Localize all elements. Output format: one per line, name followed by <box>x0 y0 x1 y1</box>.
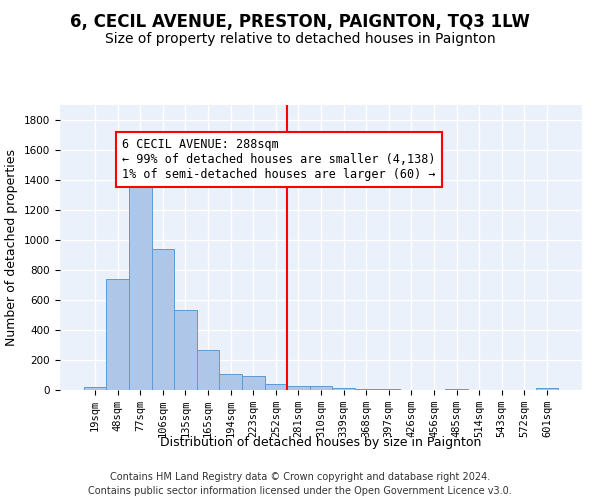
Text: 6 CECIL AVENUE: 288sqm
← 99% of detached houses are smaller (4,138)
1% of semi-d: 6 CECIL AVENUE: 288sqm ← 99% of detached… <box>122 138 436 181</box>
Bar <box>332 388 355 390</box>
Text: Size of property relative to detached houses in Paignton: Size of property relative to detached ho… <box>104 32 496 46</box>
Bar <box>242 376 265 390</box>
Bar <box>536 388 558 390</box>
Text: Contains public sector information licensed under the Open Government Licence v3: Contains public sector information licen… <box>88 486 512 496</box>
Bar <box>445 388 468 390</box>
Bar <box>84 386 106 390</box>
Bar <box>355 389 377 390</box>
Y-axis label: Number of detached properties: Number of detached properties <box>5 149 19 346</box>
Bar <box>174 310 197 390</box>
Text: 6, CECIL AVENUE, PRESTON, PAIGNTON, TQ3 1LW: 6, CECIL AVENUE, PRESTON, PAIGNTON, TQ3 … <box>70 12 530 30</box>
Text: Distribution of detached houses by size in Paignton: Distribution of detached houses by size … <box>160 436 482 449</box>
Bar <box>220 374 242 390</box>
Bar <box>129 177 152 390</box>
Bar <box>310 386 332 390</box>
Bar <box>197 350 220 390</box>
Bar <box>106 279 129 390</box>
Bar <box>287 386 310 390</box>
Bar <box>152 249 174 390</box>
Text: Contains HM Land Registry data © Crown copyright and database right 2024.: Contains HM Land Registry data © Crown c… <box>110 472 490 482</box>
Bar <box>265 384 287 390</box>
